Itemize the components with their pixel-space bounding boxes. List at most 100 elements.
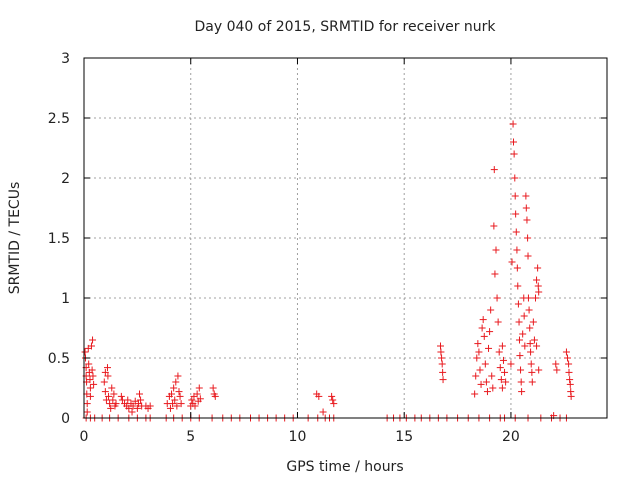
data-point — [83, 400, 91, 408]
data-point — [88, 366, 96, 374]
data-point — [171, 396, 179, 404]
data-point — [330, 400, 338, 408]
data-point — [533, 342, 541, 350]
data-point — [117, 392, 125, 400]
data-point — [83, 408, 91, 416]
data-point — [486, 328, 494, 336]
data-point — [553, 366, 561, 374]
data-point — [125, 404, 133, 412]
data-point — [482, 378, 490, 386]
data-point — [522, 192, 530, 200]
data-point — [512, 228, 520, 236]
data-point — [329, 396, 337, 404]
data-point — [491, 270, 499, 278]
data-point — [485, 344, 493, 352]
data-point — [170, 384, 178, 392]
data-point — [565, 360, 573, 368]
data-point — [513, 246, 521, 254]
data-point — [526, 340, 534, 348]
data-point — [476, 366, 484, 374]
data-point — [501, 368, 509, 376]
y-tick-label: 3 — [61, 51, 70, 67]
data-point — [106, 400, 114, 408]
data-point — [552, 360, 560, 368]
data-point — [530, 336, 538, 344]
y-tick-label: 2.5 — [48, 111, 70, 127]
data-point — [86, 376, 94, 384]
data-point — [526, 324, 534, 332]
data-point — [166, 404, 174, 412]
data-point — [89, 372, 97, 380]
data-point — [517, 366, 525, 374]
data-point — [535, 366, 543, 374]
data-point — [146, 402, 154, 410]
data-point — [535, 288, 543, 296]
data-point — [519, 330, 527, 338]
data-point — [474, 340, 482, 348]
data-point — [533, 276, 541, 284]
data-point — [87, 342, 95, 350]
data-point — [513, 264, 521, 272]
data-point — [564, 354, 572, 362]
data-point — [188, 396, 196, 404]
data-point — [524, 252, 532, 260]
data-point — [101, 388, 109, 396]
x-tick-label: 5 — [186, 429, 195, 445]
data-point — [438, 354, 446, 362]
data-point — [499, 356, 507, 364]
data-point — [108, 384, 116, 392]
data-point — [176, 392, 184, 400]
data-point — [510, 150, 518, 158]
y-axis-label: SRMTID / TECUs — [7, 182, 23, 295]
chart-title: Day 040 of 2015, SRMTID for receiver nur… — [194, 19, 496, 35]
data-point — [524, 234, 532, 242]
data-point — [502, 378, 510, 386]
data-point — [520, 312, 528, 320]
data-point — [90, 380, 98, 388]
data-point — [494, 318, 502, 326]
data-point — [489, 384, 497, 392]
data-point — [514, 282, 522, 290]
data-point — [103, 364, 111, 372]
data-point — [105, 392, 113, 400]
data-point — [490, 166, 498, 174]
data-point — [136, 390, 144, 398]
data-point — [511, 192, 519, 200]
data-point — [439, 376, 447, 384]
data-point — [328, 392, 336, 400]
data-point — [85, 360, 93, 368]
data-point — [524, 294, 532, 302]
data-point — [89, 336, 97, 344]
data-point — [438, 360, 446, 368]
data-point — [534, 282, 542, 290]
data-point — [516, 352, 524, 360]
data-point — [100, 378, 108, 386]
data-point — [109, 396, 117, 404]
data-point — [565, 368, 573, 376]
data-point — [175, 388, 183, 396]
data-point — [523, 216, 531, 224]
data-point — [478, 324, 486, 332]
data-point — [528, 378, 536, 386]
data-point — [177, 400, 185, 408]
data-point — [515, 318, 523, 326]
data-point — [477, 380, 485, 388]
data-point — [195, 384, 203, 392]
data-point — [483, 388, 491, 396]
points-layer — [81, 120, 575, 422]
data-point — [529, 318, 537, 326]
data-point — [527, 360, 535, 368]
data-point — [534, 264, 542, 272]
data-point — [522, 204, 530, 212]
axes-layer: 0 5 10 15 20 0 0.5 1 1.5 2 2.5 3 — [48, 51, 608, 445]
data-point — [510, 138, 518, 146]
data-point — [562, 348, 570, 356]
data-point — [193, 390, 201, 398]
data-point — [129, 402, 137, 410]
data-point — [490, 222, 498, 230]
data-point — [173, 402, 181, 410]
data-point — [196, 395, 204, 403]
data-point — [521, 342, 529, 350]
